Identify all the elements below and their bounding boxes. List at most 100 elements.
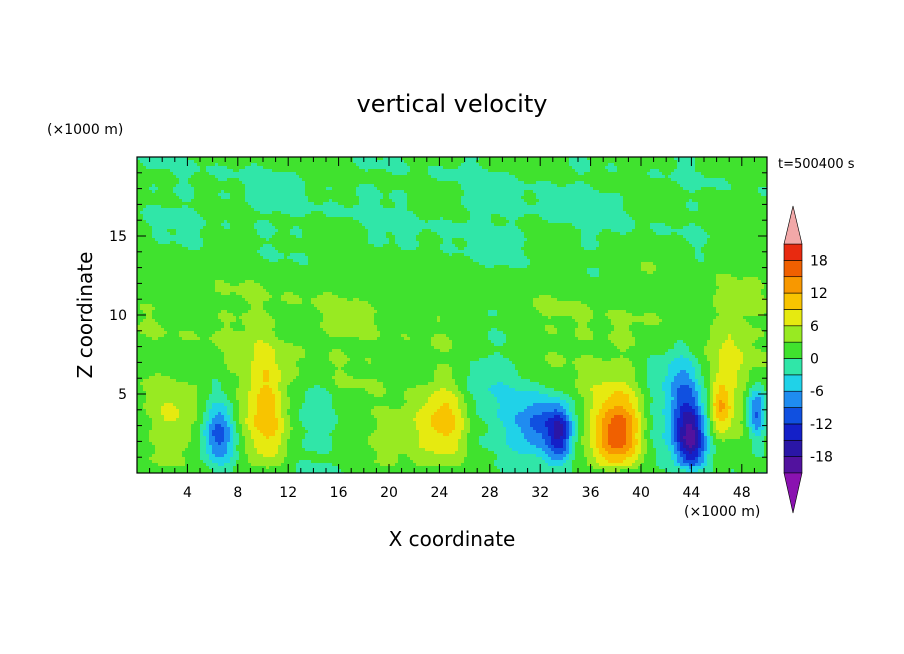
field-cell xyxy=(566,199,570,203)
field-cell xyxy=(506,163,510,167)
field-cell xyxy=(590,157,594,161)
field-cell xyxy=(629,202,633,206)
field-cell xyxy=(542,214,546,218)
field-cell xyxy=(677,178,681,182)
field-cell xyxy=(302,220,306,224)
field-cell xyxy=(434,172,438,176)
field-cell xyxy=(143,175,147,179)
field-cell xyxy=(167,169,171,173)
field-cell xyxy=(197,202,201,206)
field-cell xyxy=(458,172,462,176)
field-cell xyxy=(230,193,234,197)
field-cell xyxy=(224,163,228,167)
field-cell xyxy=(338,193,342,197)
field-cell xyxy=(491,172,495,176)
field-cell xyxy=(350,169,354,173)
field-cell xyxy=(488,205,492,209)
field-cell xyxy=(503,208,507,212)
field-cell xyxy=(239,172,243,176)
field-cell xyxy=(227,220,231,224)
field-cell xyxy=(587,190,591,194)
field-cell xyxy=(743,202,747,206)
field-cell xyxy=(662,214,666,218)
field-cell xyxy=(281,214,285,218)
field-cell xyxy=(212,175,216,179)
field-cell xyxy=(563,211,567,215)
field-cell xyxy=(665,184,669,188)
field-cell xyxy=(734,166,738,170)
field-cell xyxy=(440,223,444,227)
field-cell xyxy=(548,181,552,185)
field-cell xyxy=(392,175,396,179)
field-cell xyxy=(197,178,201,182)
field-cell xyxy=(554,226,558,230)
field-cell xyxy=(440,157,444,161)
field-cell xyxy=(230,214,234,218)
field-cell xyxy=(347,220,351,224)
field-cell xyxy=(755,193,759,197)
field-cell xyxy=(350,211,354,215)
field-cell xyxy=(407,187,411,191)
field-cell xyxy=(455,202,459,206)
field-cell xyxy=(518,220,522,224)
field-cell xyxy=(395,163,399,167)
field-cell xyxy=(353,163,357,167)
field-cell xyxy=(548,205,552,209)
field-cell xyxy=(719,223,723,227)
field-cell xyxy=(257,193,261,197)
field-cell xyxy=(434,208,438,212)
field-cell xyxy=(548,157,552,161)
field-cell xyxy=(164,157,168,161)
field-cell xyxy=(224,166,228,170)
field-cell xyxy=(416,190,420,194)
field-cell xyxy=(653,214,657,218)
field-cell xyxy=(365,220,369,224)
field-cell xyxy=(302,211,306,215)
field-cell xyxy=(164,223,168,227)
field-cell xyxy=(566,211,570,215)
field-cell xyxy=(602,196,606,200)
field-cell xyxy=(470,181,474,185)
field-cell xyxy=(740,202,744,206)
field-cell xyxy=(407,208,411,212)
field-cell xyxy=(608,205,612,209)
field-cell xyxy=(755,214,759,218)
field-cell xyxy=(380,160,384,164)
field-cell xyxy=(659,157,663,161)
field-cell xyxy=(617,187,621,191)
field-cell xyxy=(149,199,153,203)
field-cell xyxy=(656,184,660,188)
field-cell xyxy=(329,193,333,197)
field-cell xyxy=(464,157,468,161)
field-cell xyxy=(623,172,627,176)
field-cell xyxy=(698,211,702,215)
field-cell xyxy=(215,214,219,218)
field-cell xyxy=(431,163,435,167)
field-cell xyxy=(254,199,258,203)
field-cell xyxy=(188,226,192,230)
field-cell xyxy=(389,199,393,203)
field-cell xyxy=(428,220,432,224)
field-cell xyxy=(293,199,297,203)
field-cell xyxy=(344,202,348,206)
field-cell xyxy=(140,223,144,227)
field-cell xyxy=(200,214,204,218)
field-cell xyxy=(533,208,537,212)
field-cell xyxy=(689,223,693,227)
field-cell xyxy=(155,190,159,194)
field-cell xyxy=(356,193,360,197)
field-cell xyxy=(398,208,402,212)
field-cell xyxy=(350,199,354,203)
field-cell xyxy=(311,226,315,230)
field-cell xyxy=(725,187,729,191)
field-cell xyxy=(641,175,645,179)
field-cell xyxy=(482,163,486,167)
field-cell xyxy=(404,169,408,173)
field-cell xyxy=(419,181,423,185)
field-cell xyxy=(482,196,486,200)
field-cell xyxy=(725,181,729,185)
field-cell xyxy=(710,211,714,215)
field-cell xyxy=(440,184,444,188)
field-cell xyxy=(269,187,273,191)
field-cell xyxy=(329,172,333,176)
